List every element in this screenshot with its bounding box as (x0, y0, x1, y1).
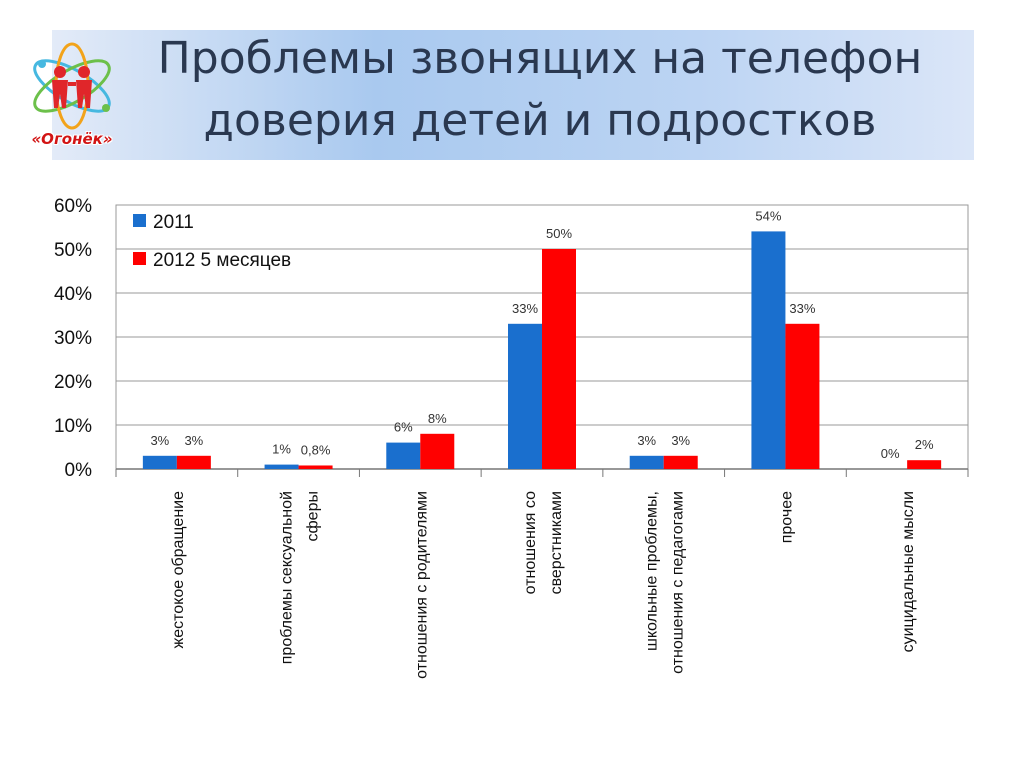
y-tick-label: 0% (65, 460, 93, 481)
bar-2011 (508, 323, 542, 469)
data-label: 0,8% (301, 442, 331, 457)
legend-swatch (133, 252, 146, 265)
y-tick-label: 30% (54, 328, 92, 349)
y-tick-label: 40% (54, 284, 92, 305)
category-label: суицидальные мысли (900, 491, 917, 652)
bar-2012 (176, 455, 211, 469)
category-label: сверстниками (548, 491, 565, 594)
ogonek-logo (33, 42, 111, 130)
data-label: 3% (150, 433, 169, 448)
bar-2012 (785, 323, 820, 469)
legend-label: 2011 (153, 212, 194, 233)
category-label: жестокое обращение (170, 491, 187, 649)
bar-2012 (298, 465, 333, 469)
category-label: прочее (778, 491, 795, 543)
bar-2011 (142, 455, 177, 469)
data-label: 3% (637, 433, 656, 448)
bar-2011 (629, 455, 664, 469)
legend-swatch (133, 214, 146, 227)
bar-2012 (420, 433, 455, 469)
bar-chart: 0% 10% 20% 30% 40% 50% 60% 3% 3% жестокое обращен… (54, 196, 969, 679)
bar-2012 (907, 460, 942, 469)
category-label: сферы (305, 491, 322, 541)
category-label: проблемы сексуальной (279, 491, 296, 664)
title-band (52, 30, 974, 160)
y-tick-label: 50% (54, 240, 92, 261)
y-tick-label: 20% (54, 372, 92, 393)
bar-2012 (542, 249, 576, 469)
bar-2011 (386, 442, 421, 469)
category-label: отношения с педагогами (670, 491, 687, 674)
y-tick-label: 10% (54, 416, 92, 437)
data-label: 2% (915, 437, 934, 452)
bar-2011 (751, 231, 786, 469)
legend-label: 2012 5 месяцев (153, 250, 291, 271)
bar-2012 (663, 455, 698, 469)
data-label: 50% (546, 226, 572, 241)
data-label: 1% (272, 442, 291, 457)
data-label: 0% (881, 446, 900, 461)
category-label: школьные проблемы, (644, 491, 661, 651)
category-label: отношения с родителями (413, 491, 430, 679)
title-line-1: Проблемы звонящих на телефон (157, 33, 923, 84)
category-label: отношения со (522, 491, 539, 594)
data-label: 33% (789, 301, 815, 316)
data-label: 6% (394, 420, 413, 435)
bar-2011 (264, 464, 299, 469)
page-title: Проблемы звонящих на телефон доверия дет… (110, 28, 970, 152)
logo-text: «Огонёк» (31, 130, 113, 148)
y-tick-label: 60% (54, 196, 92, 217)
data-label: 54% (755, 208, 781, 223)
data-label: 8% (428, 411, 447, 426)
data-label: 33% (512, 301, 538, 316)
title-line-2: доверия детей и подростков (203, 95, 877, 146)
data-label: 3% (671, 433, 690, 448)
data-label: 3% (184, 433, 203, 448)
